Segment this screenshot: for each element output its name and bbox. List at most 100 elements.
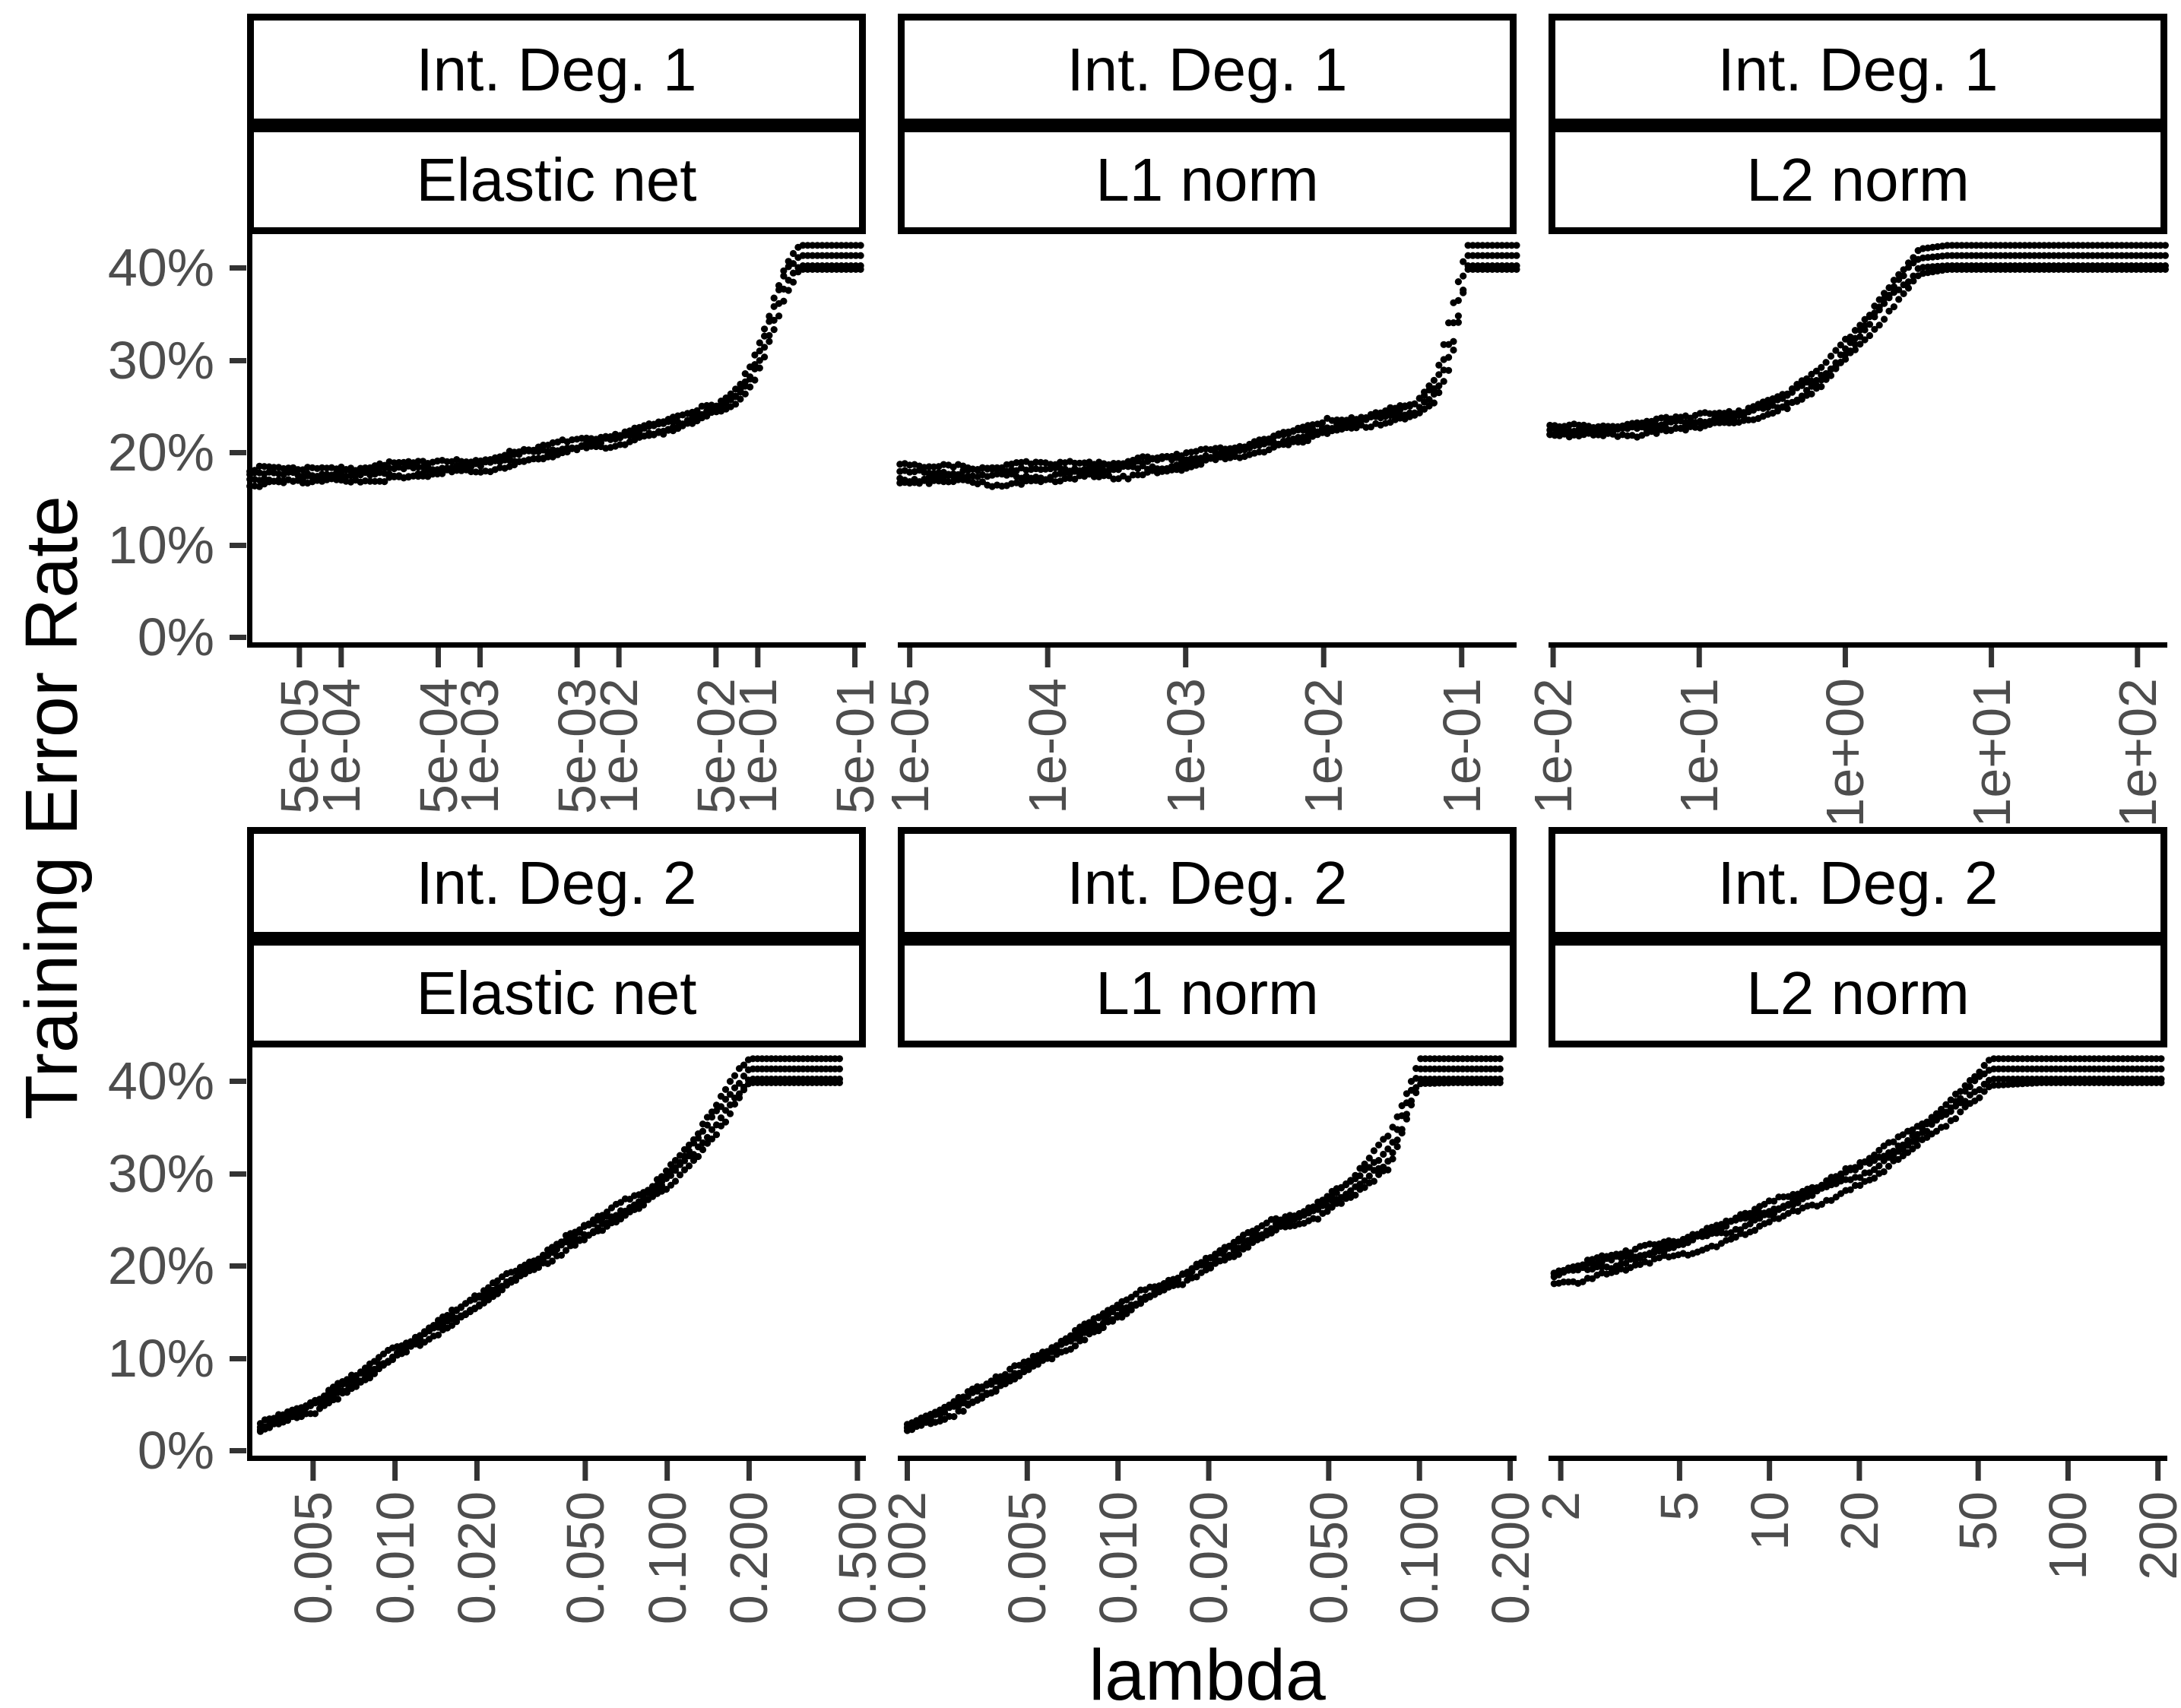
x-tick-label: 0.010 — [1088, 1491, 1148, 1625]
x-tick-mark — [755, 648, 761, 667]
x-tick-mark — [1558, 1461, 1564, 1481]
x-tick-label: 0.010 — [365, 1491, 425, 1625]
panel-int-deg-1-l2-norm — [1546, 242, 2169, 667]
x-tick-label: 1e-01 — [1669, 678, 1729, 815]
x-tick-mark — [2155, 1461, 2161, 1481]
facet-strip-degree: Int. Deg. 2 — [1549, 827, 2167, 939]
y-tick-label: 0% — [137, 1421, 214, 1480]
y-tick-mark — [230, 1171, 246, 1177]
x-tick-mark — [713, 648, 719, 667]
x-tick-label: 200 — [2128, 1491, 2181, 1580]
x-axis-line — [247, 642, 866, 648]
x-tick-mark — [1696, 648, 1702, 667]
x-tick-label: 5 — [1650, 1491, 1710, 1521]
x-tick-label: 50 — [1948, 1491, 2008, 1551]
x-tick-label: 1e+02 — [2107, 678, 2167, 828]
panel-int-deg-2-elastic-net — [247, 1047, 866, 1481]
facet-strip-method: Elastic net — [247, 939, 866, 1047]
x-tick-label: 0.020 — [447, 1491, 507, 1625]
x-tick-label: 20 — [1829, 1491, 1889, 1551]
x-tick-mark — [1320, 648, 1327, 667]
y-tick-label: 0% — [137, 607, 214, 667]
x-tick-label: 1e-01 — [728, 678, 788, 815]
x-tick-label: 5e-01 — [825, 678, 885, 815]
x-tick-mark — [616, 648, 622, 667]
x-tick-mark — [907, 648, 913, 667]
x-axis-line — [898, 642, 1517, 648]
x-tick-mark — [1989, 648, 1995, 667]
x-tick-mark — [904, 1461, 910, 1481]
y-tick-label: 30% — [107, 330, 214, 390]
x-tick-label: 0.100 — [1390, 1491, 1450, 1625]
x-axis-line — [898, 1456, 1517, 1461]
x-tick-mark — [1507, 1461, 1514, 1481]
x-tick-mark — [1045, 648, 1051, 667]
y-axis-title: Training Error Rate — [10, 496, 93, 1120]
x-tick-label: 1e-04 — [1018, 678, 1078, 815]
x-tick-label: 1e-03 — [450, 678, 510, 815]
x-tick-mark — [338, 648, 344, 667]
y-tick-mark — [230, 1079, 246, 1084]
x-tick-label: 0.005 — [283, 1491, 343, 1625]
facet-strip-method: L2 norm — [1549, 939, 2167, 1047]
x-tick-mark — [1975, 1461, 1981, 1481]
x-tick-mark — [1550, 648, 1556, 667]
x-tick-label: 0.002 — [877, 1491, 937, 1625]
y-tick-mark — [230, 635, 246, 640]
x-tick-label: 0.200 — [1480, 1491, 1540, 1625]
y-tick-label: 10% — [107, 1328, 214, 1388]
y-tick-mark — [230, 1263, 246, 1269]
y-tick-mark — [230, 450, 246, 455]
x-tick-label: 100 — [2038, 1491, 2098, 1580]
x-tick-mark — [852, 648, 858, 667]
x-tick-label: 1e-01 — [1431, 678, 1492, 815]
y-tick-label: 30% — [107, 1143, 214, 1203]
x-tick-label: 0.100 — [637, 1491, 697, 1625]
x-tick-mark — [1676, 1461, 1682, 1481]
facet-strip-method: L1 norm — [898, 125, 1517, 234]
x-tick-label: 1e+01 — [1961, 678, 2021, 828]
x-tick-label: 1e+00 — [1815, 678, 1875, 828]
x-tick-mark — [1459, 648, 1465, 667]
x-tick-mark — [1856, 1461, 1862, 1481]
x-tick-mark — [746, 1461, 752, 1481]
x-tick-mark — [574, 648, 580, 667]
x-tick-mark — [664, 1461, 670, 1481]
y-tick-mark — [230, 265, 246, 271]
y-tick-mark — [230, 357, 246, 363]
x-tick-mark — [296, 648, 303, 667]
x-tick-label: 0.020 — [1179, 1491, 1239, 1625]
facet-strip-method: Elastic net — [247, 125, 866, 234]
x-axis-line — [247, 1456, 866, 1461]
facet-strip-method: L1 norm — [898, 939, 1517, 1047]
facet-strip-method: L2 norm — [1549, 125, 2167, 234]
panel-int-deg-2-l2-norm — [1549, 1055, 2167, 1481]
x-tick-label: 0.050 — [555, 1491, 615, 1625]
x-tick-label: 0.050 — [1298, 1491, 1358, 1625]
x-tick-label: 0.005 — [997, 1491, 1057, 1625]
y-tick-label: 10% — [107, 515, 214, 575]
y-tick-mark — [230, 1355, 246, 1361]
panel-int-deg-1-elastic-net — [246, 234, 866, 667]
y-tick-label: 20% — [107, 1236, 214, 1295]
y-axis-line — [247, 234, 252, 648]
x-tick-label: 1e-02 — [1523, 678, 1583, 815]
x-tick-label: 1e-04 — [311, 678, 371, 815]
x-tick-mark — [1416, 1461, 1422, 1481]
x-tick-mark — [1326, 1461, 1332, 1481]
x-tick-label: 1e-02 — [1294, 678, 1354, 815]
y-tick-mark — [230, 542, 246, 548]
x-tick-mark — [1024, 1461, 1030, 1481]
x-tick-mark — [1115, 1461, 1121, 1481]
panel-int-deg-1-l1-norm — [896, 242, 1520, 667]
x-tick-label: 1e-03 — [1155, 678, 1216, 815]
x-tick-mark — [1183, 648, 1189, 667]
x-tick-label: 1e-02 — [589, 678, 649, 815]
x-tick-mark — [2065, 1461, 2071, 1481]
y-tick-label: 40% — [107, 238, 214, 297]
x-tick-label: 2 — [1531, 1491, 1591, 1521]
x-tick-mark — [1842, 648, 1848, 667]
x-axis-title: lambda — [1089, 1635, 1326, 1708]
x-tick-mark — [436, 648, 442, 667]
